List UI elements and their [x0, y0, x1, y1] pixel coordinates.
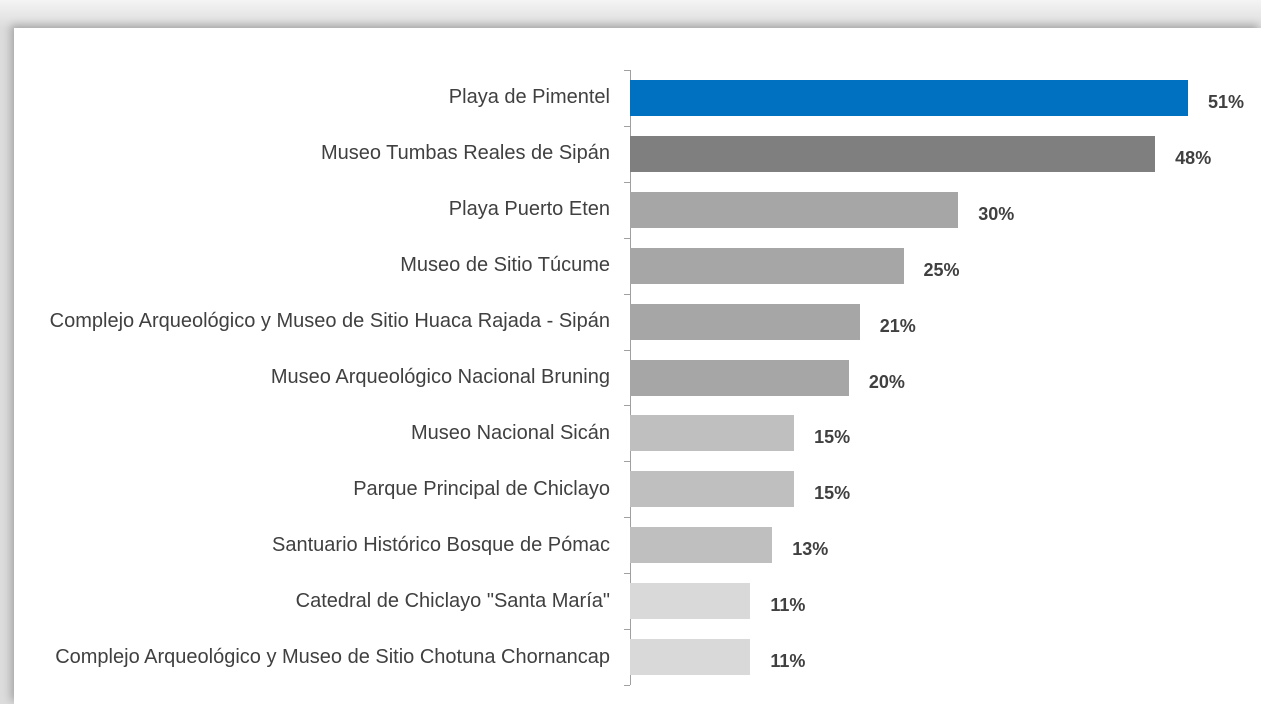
axis-tick — [624, 181, 630, 183]
axis-tick — [624, 125, 630, 127]
category-label: Museo Arqueológico Nacional Bruning — [270, 366, 610, 388]
bar — [630, 639, 751, 676]
axis-tick — [624, 349, 630, 351]
value-label: 25% — [923, 259, 960, 280]
value-label: 51% — [1208, 91, 1245, 112]
value-label: 30% — [978, 203, 1015, 224]
bar — [630, 527, 773, 564]
bar — [630, 247, 904, 284]
category-label: Museo Tumbas Reales de Sipán — [320, 142, 610, 165]
axis-tick — [624, 517, 630, 519]
category-label: Playa de Pimentel — [448, 86, 610, 109]
bar — [630, 303, 860, 340]
category-label: Parque Principal de Chiclayo — [353, 477, 610, 500]
value-label: 15% — [814, 427, 851, 448]
category-label: Playa Puerto Eten — [448, 198, 610, 221]
value-label: 11% — [770, 595, 806, 616]
bar — [630, 359, 849, 396]
category-label: Complejo Arqueológico y Museo de Sitio C… — [55, 645, 610, 668]
category-label: Complejo Arqueológico y Museo de Sitio H… — [49, 310, 610, 333]
category-label: Museo de Sitio Túcume — [400, 254, 610, 277]
value-label: 20% — [868, 371, 905, 392]
category-label: Museo Nacional Sicán — [411, 421, 610, 444]
bar — [630, 415, 795, 452]
axis-tick — [624, 685, 630, 686]
category-label: Catedral de Chiclayo "Santa María" — [295, 589, 610, 612]
value-label: 13% — [792, 539, 829, 560]
bar — [630, 79, 1188, 116]
axis-tick — [624, 237, 630, 239]
bar — [630, 135, 1156, 172]
bar — [630, 191, 959, 228]
axis-tick — [624, 293, 630, 295]
axis-tick — [624, 70, 630, 71]
axis-tick — [624, 461, 630, 463]
bar — [630, 583, 751, 620]
axis-tick — [624, 573, 630, 575]
value-label: 48% — [1175, 147, 1212, 168]
bar — [630, 471, 795, 508]
value-label: 21% — [879, 315, 916, 336]
value-label: 11% — [770, 651, 806, 672]
category-label: Santuario Histórico Bosque de Pómac — [272, 533, 610, 556]
axis-tick — [624, 629, 630, 631]
axis-tick — [624, 405, 630, 407]
value-label: 15% — [814, 483, 851, 504]
